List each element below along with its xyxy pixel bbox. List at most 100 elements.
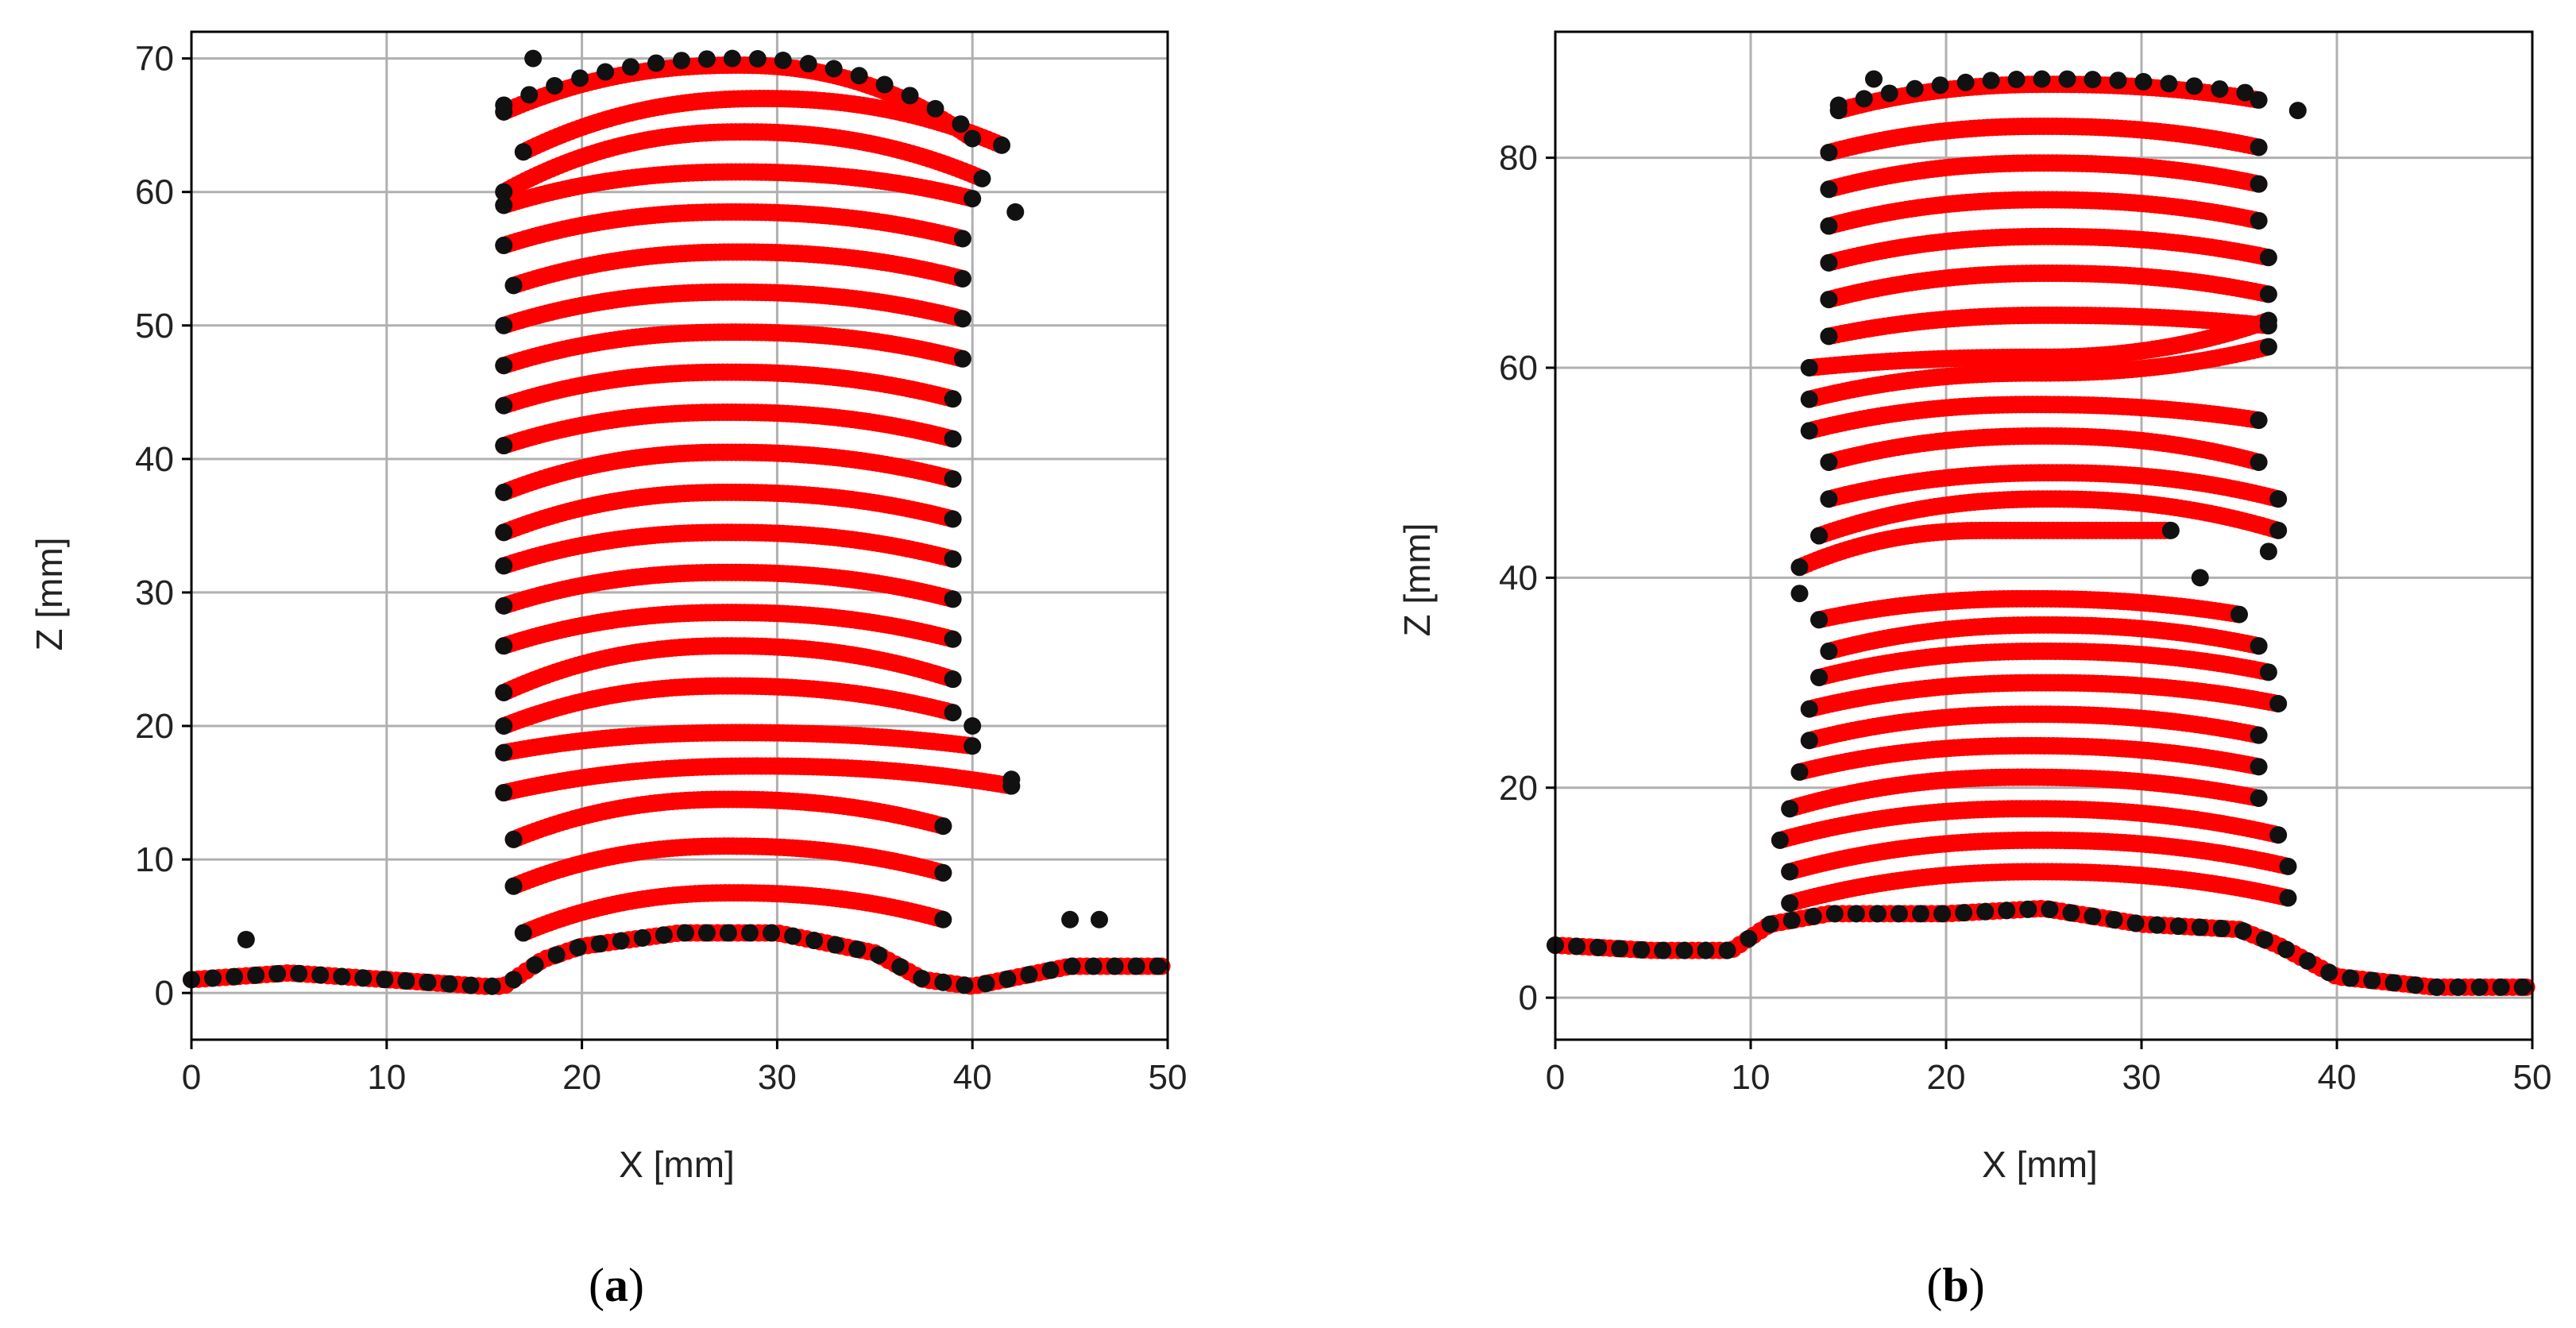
panel-b-data-points <box>1547 70 2535 996</box>
top-edge-point <box>520 86 539 104</box>
edge-point-left <box>514 143 532 161</box>
x-tick-label: 50 <box>1149 1058 1188 1097</box>
edge-point-right <box>944 590 962 608</box>
base-measurement <box>1063 957 1081 975</box>
base-measurement <box>1084 957 1103 975</box>
base-measurement <box>1020 966 1038 984</box>
top-edge-point <box>672 52 690 70</box>
y-tick-label: 0 <box>155 974 174 1013</box>
base-measurement <box>956 976 974 994</box>
edge-point-left <box>504 276 523 295</box>
base-measurement <box>870 946 888 964</box>
base-measurement <box>204 969 222 987</box>
edge-point-left <box>495 717 513 735</box>
base-measurement <box>827 936 845 954</box>
edge-point-right <box>973 169 991 187</box>
base-measurement <box>763 924 781 942</box>
x-tick-label: 20 <box>562 1058 601 1097</box>
top-edge-point <box>799 55 817 73</box>
edge-point-left <box>495 637 513 655</box>
edge-point-left <box>514 924 532 942</box>
base-measurement <box>526 955 544 974</box>
edge-point-left <box>495 523 513 542</box>
outlier-point <box>237 930 255 948</box>
base-measurement <box>719 924 737 942</box>
base-measurement <box>1127 957 1145 975</box>
y-tick-label: 20 <box>135 707 174 746</box>
top-edge-point <box>495 96 513 114</box>
x-tick-label: 10 <box>367 1058 406 1097</box>
base-measurement <box>333 967 351 986</box>
base-measurement <box>311 966 330 984</box>
edge-point-right <box>993 136 1011 154</box>
top-edge-point <box>723 49 741 68</box>
base-measurement <box>226 967 244 986</box>
edge-point-left <box>495 483 513 501</box>
y-tick-label: 70 <box>135 40 174 79</box>
base-measurement <box>590 935 608 953</box>
base-measurement <box>1149 957 1167 975</box>
edge-point-right <box>944 390 962 408</box>
base-measurement <box>1106 957 1124 975</box>
base-measurement <box>676 924 694 942</box>
base-measurement <box>891 958 910 976</box>
top-edge-point <box>774 52 792 70</box>
edge-point-right <box>944 670 962 689</box>
base-measurement <box>376 971 394 989</box>
edge-point-right <box>944 430 962 448</box>
y-tick-label: 30 <box>135 573 174 612</box>
base-measurement <box>697 924 716 942</box>
top-edge-point <box>952 115 970 133</box>
base-measurement <box>848 940 867 959</box>
base-measurement <box>268 964 287 982</box>
top-edge-point <box>901 87 919 105</box>
edge-point-right <box>964 129 982 148</box>
x-tick-label: 0 <box>182 1058 201 1097</box>
base-measurement <box>655 926 673 944</box>
outlier-point <box>1006 203 1025 221</box>
edge-point-left <box>495 183 513 201</box>
base-measurement <box>419 973 437 991</box>
base-measurement <box>504 971 523 989</box>
edge-point-right <box>953 230 971 248</box>
base-measurement <box>633 928 651 947</box>
base-measurement <box>913 970 931 988</box>
outlier-point <box>1061 910 1079 928</box>
base-measurement <box>483 977 501 995</box>
top-edge-point <box>647 54 666 72</box>
y-tick-label: 60 <box>135 173 174 212</box>
edge-point-left <box>495 683 513 701</box>
base-measurement <box>934 973 952 991</box>
top-edge-point <box>748 50 767 68</box>
y-tick-label: 10 <box>135 840 174 879</box>
edge-point-left <box>495 437 513 455</box>
edge-point-left <box>504 830 523 848</box>
panel-a-y-axis-label: Z [mm] <box>29 537 70 650</box>
edge-point-left <box>495 316 513 334</box>
edge-point-right <box>934 863 952 882</box>
edge-point-left <box>495 396 513 415</box>
edge-point-left <box>495 784 513 802</box>
base-measurement <box>1041 961 1060 979</box>
base-measurement <box>612 932 630 950</box>
edge-point-right <box>944 630 962 648</box>
edge-point-left <box>504 877 523 895</box>
base-measurement <box>977 975 995 993</box>
top-edge-point <box>850 67 868 85</box>
base-measurement <box>247 966 265 984</box>
base-measurement <box>569 939 587 957</box>
panel-a-caption-letter: a <box>604 1259 628 1311</box>
outlier-point <box>964 717 982 735</box>
top-edge-point <box>546 76 564 95</box>
edge-point-right <box>944 704 962 722</box>
x-tick-label: 40 <box>953 1058 992 1097</box>
edge-point-left <box>495 596 513 615</box>
y-tick-label: 40 <box>135 440 174 479</box>
edge-point-right <box>944 470 962 488</box>
base-measurement <box>354 969 373 987</box>
base-measurement <box>547 946 566 964</box>
outlier-point <box>524 49 543 68</box>
top-edge-point <box>825 60 843 78</box>
